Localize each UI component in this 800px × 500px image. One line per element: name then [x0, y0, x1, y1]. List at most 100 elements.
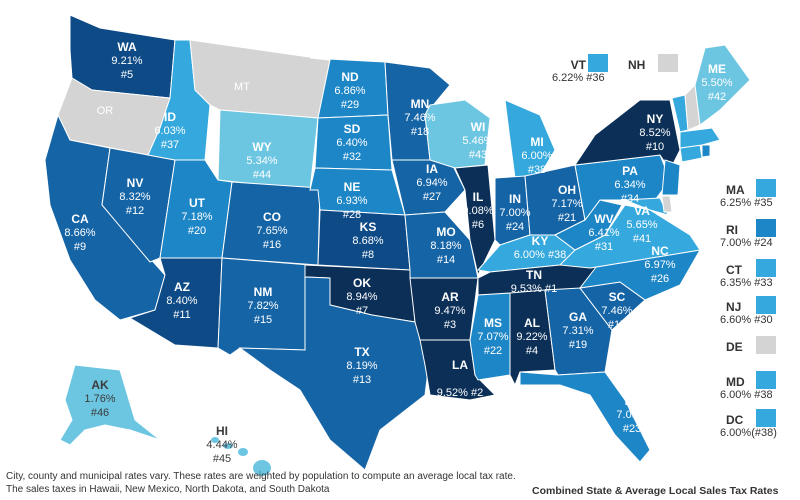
rate: 7.18% — [181, 211, 213, 223]
label-ny: NY 8.52% #10 — [639, 112, 670, 154]
color-box — [756, 259, 776, 277]
abbr: OR — [96, 105, 114, 117]
rate: 5.65% — [626, 219, 658, 231]
state-va[interactable] — [558, 204, 701, 269]
label-al: AL 9.22% #4 — [516, 316, 547, 358]
abbr: NJ — [726, 300, 742, 314]
abbr: MA — [726, 183, 745, 197]
label-nm: NM 7.82% #15 — [247, 285, 278, 327]
rate: 7.31% — [562, 325, 594, 337]
label-me: ME 5.50% #42 — [701, 62, 732, 104]
abbr: IA — [425, 162, 438, 176]
state-ca[interactable] — [44, 113, 166, 321]
rank: #7 — [355, 305, 369, 317]
label-hi: HI 4.44% #45 — [206, 424, 237, 466]
abbr: AK — [91, 378, 109, 392]
state-hi[interactable] — [211, 437, 271, 476]
abbr: NY — [646, 112, 664, 126]
rate: 8.68% — [352, 235, 384, 247]
rate: 5.34% — [246, 155, 278, 167]
abbr: ND — [341, 70, 359, 84]
label-wy: WY 5.34% #44 — [246, 140, 277, 182]
map-caption: Combined State & Average Local Sales Tax… — [532, 485, 779, 497]
rate: 6.00% — [521, 150, 553, 162]
label-wi: WI 5.46% #43 — [462, 120, 493, 162]
rank: #34 — [620, 193, 640, 205]
rate: 6.94% — [416, 177, 448, 189]
rate: 1.76% — [84, 393, 116, 405]
abbr: DE — [726, 340, 743, 354]
rank: #6 — [471, 219, 485, 231]
label-ca: CA 8.66% #9 — [64, 212, 95, 254]
abbr: OH — [557, 183, 576, 197]
rank: #20 — [187, 225, 207, 237]
abbr: TN — [525, 268, 542, 282]
state-mt[interactable] — [189, 39, 331, 119]
state-il[interactable] — [454, 164, 496, 277]
label-pa: PA 6.34% #34 — [614, 164, 645, 206]
label-ne: NE 6.93% #28 — [336, 180, 367, 222]
label-il: IL 9.08% #6 — [462, 190, 493, 232]
abbr: OK — [352, 276, 371, 290]
rank: #12 — [125, 205, 145, 217]
label-in: IN 7.00% #24 — [499, 192, 530, 234]
rate: 6.03% — [154, 125, 186, 137]
abbr: NH — [628, 58, 646, 72]
state-tx[interactable] — [238, 276, 431, 471]
abbr: RI — [726, 223, 738, 237]
state-ny[interactable] — [573, 99, 681, 171]
rank: #14 — [436, 254, 456, 266]
label-nd: ND 6.86% #29 — [334, 70, 365, 112]
state-de[interactable] — [661, 195, 673, 213]
rate: 7.46% — [404, 112, 436, 124]
rank: #22 — [483, 345, 503, 357]
label-oh: OH 7.17% #21 — [551, 183, 582, 225]
rate: 8.94% — [346, 291, 378, 303]
abbr: ME — [707, 62, 726, 76]
state-ri[interactable] — [701, 144, 711, 158]
rate-rank: 6.35% #33 — [720, 277, 773, 289]
abbr: NE — [343, 180, 361, 194]
abbr: NM — [253, 285, 273, 299]
rate: 8.52% — [639, 127, 671, 139]
label-wa: WA 9.21% #5 — [111, 40, 142, 82]
abbr: FL — [624, 394, 640, 408]
label-ga: GA 7.31% #19 — [562, 310, 593, 352]
rate: 7.17% — [551, 198, 583, 210]
label-wv: WV 6.41% #31 — [588, 212, 619, 254]
color-box — [756, 219, 776, 237]
state-me[interactable] — [694, 44, 751, 126]
rate: 6.40% — [336, 137, 368, 149]
rate: 8.32% — [119, 191, 151, 203]
state-fl[interactable] — [519, 371, 651, 463]
abbr: SD — [343, 122, 361, 136]
state-ak[interactable] — [59, 364, 161, 446]
rate-rank: 6.25% #35 — [720, 197, 773, 209]
abbr: GA — [568, 310, 587, 324]
rate: 6.93% — [336, 195, 368, 207]
label-sd: SD 6.40% #32 — [336, 122, 367, 164]
label-az: AZ 8.40% #11 — [166, 280, 197, 322]
legend-nj: NJ 6.60% #30 — [720, 296, 776, 326]
state-ma[interactable] — [679, 127, 721, 149]
abbr: KS — [359, 220, 377, 234]
abbr: MD — [726, 375, 745, 389]
label-va: VA 5.65% #41 — [626, 204, 657, 246]
rate: 7.05% — [616, 409, 648, 421]
abbr: LA — [451, 358, 468, 372]
state-nj[interactable] — [661, 159, 681, 196]
rate-rank: 9.53% #1 — [510, 283, 558, 295]
color-box — [756, 336, 776, 354]
rank: #13 — [352, 374, 372, 386]
abbr: NV — [126, 176, 144, 190]
rank: #19 — [568, 339, 588, 351]
abbr: HI — [215, 424, 228, 438]
label-mi: MI 6.00% #38 — [521, 135, 552, 177]
label-ok: OK 8.94% #7 — [346, 276, 377, 318]
abbr: MN — [410, 97, 430, 111]
rank: #44 — [252, 169, 272, 181]
state-md[interactable] — [624, 197, 669, 216]
abbr: MI — [530, 135, 544, 149]
rank: #10 — [645, 141, 665, 153]
rank: #41 — [632, 233, 652, 245]
